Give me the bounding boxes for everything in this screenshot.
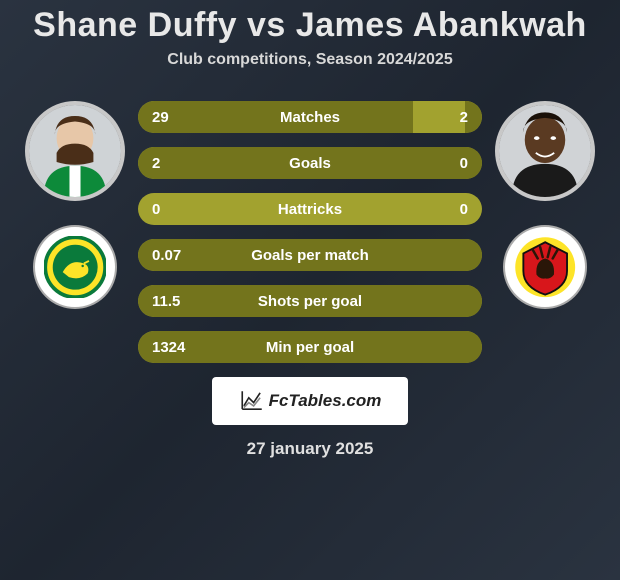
subtitle: Club competitions, Season 2024/2025: [167, 51, 452, 69]
stat-value-left: 1324: [138, 331, 199, 363]
player-left-avatar-icon: [29, 105, 121, 197]
page-title: Shane Duffy vs James Abankwah: [33, 6, 587, 45]
stat-row: 11.5Shots per goal: [138, 285, 482, 317]
left-column: [20, 91, 130, 309]
stat-value-left: 0: [138, 193, 174, 225]
stat-value-right: 2: [446, 101, 482, 133]
player-left-avatar: [25, 101, 125, 201]
stat-value-left: 2: [138, 147, 174, 179]
chart-icon: [239, 388, 265, 414]
comparison-card: Shane Duffy vs James Abankwah Club compe…: [0, 0, 620, 580]
stat-value-right: 0: [446, 147, 482, 179]
stat-row: 0 0Hattricks: [138, 193, 482, 225]
main-row: 292Matches20Goals00Hattricks0.07Goals pe…: [0, 91, 620, 363]
right-column: [490, 91, 600, 309]
stat-value-left: 29: [138, 101, 183, 133]
stat-label: Hattricks: [138, 193, 482, 225]
footer-date: 27 january 2025: [247, 439, 374, 459]
club-right-badge-icon: [514, 236, 576, 298]
stat-row: 0.07Goals per match: [138, 239, 482, 271]
stats-bars: 292Matches20Goals00Hattricks0.07Goals pe…: [130, 91, 490, 363]
stat-row: 292Matches: [138, 101, 482, 133]
stat-row: 1324Min per goal: [138, 331, 482, 363]
footer-site-label: FcTables.com: [269, 391, 382, 411]
stat-row: 20Goals: [138, 147, 482, 179]
stat-value-left: 0.07: [138, 239, 195, 271]
club-left-badge: [33, 225, 117, 309]
player-right-avatar-icon: [499, 105, 591, 197]
club-right-badge: [503, 225, 587, 309]
stat-value-left: 11.5: [138, 285, 194, 317]
player-right-avatar: [495, 101, 595, 201]
stat-value-right: 0: [446, 193, 482, 225]
footer-site-logo[interactable]: FcTables.com: [212, 377, 408, 425]
club-left-badge-icon: [44, 236, 106, 298]
stat-fill-left: [138, 147, 482, 179]
